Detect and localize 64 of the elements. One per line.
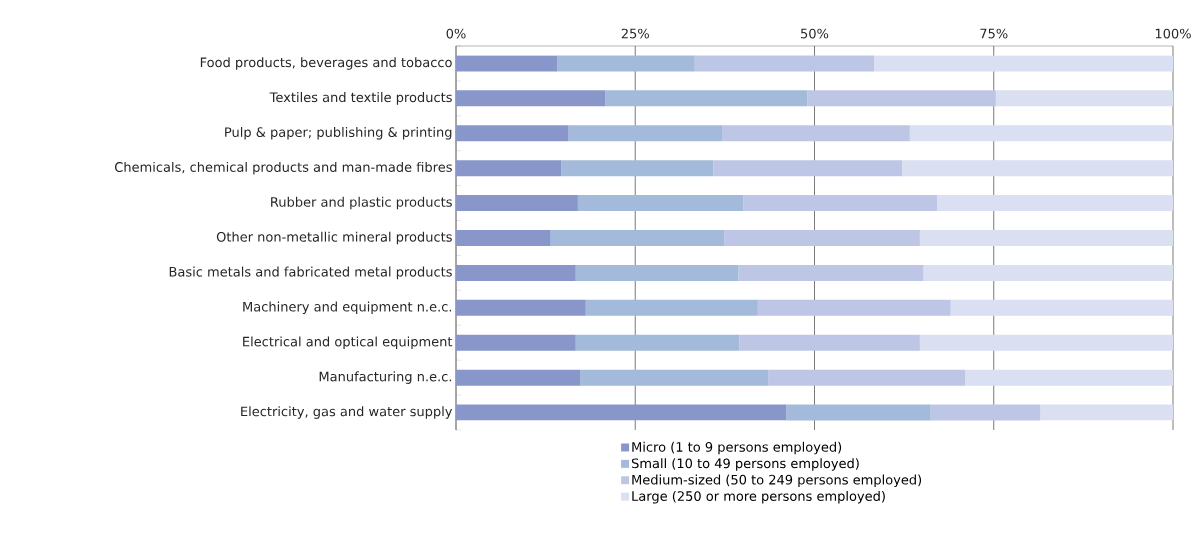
legend-label: Micro (1 to 9 persons employed) <box>632 441 842 455</box>
bar <box>456 229 551 246</box>
y-tick-label: Basic metals and fabricated metal products <box>169 266 452 280</box>
x-tick-label: 75% <box>980 28 1008 39</box>
bar <box>557 55 695 72</box>
bar <box>901 160 1173 177</box>
y-tick-label: Rubber and plastic products <box>271 196 452 210</box>
bar <box>919 229 1173 246</box>
bar <box>724 229 920 246</box>
x-tick-label: 50% <box>801 28 829 39</box>
bar <box>923 264 1173 281</box>
bar <box>456 404 787 421</box>
bar <box>568 125 723 142</box>
bar <box>950 299 1173 316</box>
bar <box>585 299 758 316</box>
bar <box>456 125 569 142</box>
bar <box>575 334 740 351</box>
bar <box>965 369 1173 386</box>
bar <box>713 160 902 177</box>
bar <box>786 404 931 421</box>
bar <box>456 334 576 351</box>
bar <box>995 90 1173 107</box>
bar <box>768 369 966 386</box>
y-tick-label: Electricity, gas and water supply <box>241 406 453 419</box>
bar <box>580 369 769 386</box>
bar <box>456 369 581 386</box>
bar <box>456 55 558 72</box>
bar <box>456 299 586 316</box>
bar <box>937 195 1173 212</box>
bar <box>577 195 744 212</box>
bar <box>909 125 1173 142</box>
y-tick-label: Food products, beverages and tobacco <box>200 57 452 70</box>
bar <box>456 264 576 281</box>
legend-label: Large (250 or more persons employed) <box>632 490 885 504</box>
x-tick-label: 100% <box>1155 28 1191 39</box>
bar <box>874 55 1173 72</box>
y-tick-label: Textiles and textile products <box>269 92 452 105</box>
bar <box>722 125 910 142</box>
bar <box>561 160 714 177</box>
bar <box>456 90 606 107</box>
bar <box>1040 404 1173 421</box>
bar <box>739 334 920 351</box>
bar <box>757 299 951 316</box>
y-tick-label: Other non-metallic mineral products <box>216 231 452 245</box>
bar <box>930 404 1041 421</box>
bar <box>919 334 1173 351</box>
bar <box>743 195 938 212</box>
x-tick-label: 25% <box>621 28 649 39</box>
legend-label: Small (10 to 49 persons employed) <box>631 458 859 471</box>
bar <box>456 160 562 177</box>
y-tick-label: Electrical and optical equipment <box>243 336 453 349</box>
y-tick-label: Machinery and equipment n.e.c. <box>243 301 452 315</box>
bar <box>550 229 725 246</box>
bar <box>738 264 924 281</box>
y-tick-label: Pulp & paper; publishing & printing <box>225 126 452 140</box>
bar <box>807 90 996 107</box>
bar <box>456 195 578 212</box>
bar <box>605 90 808 107</box>
y-tick-label: Chemicals, chemical products and man-made fibres <box>115 161 452 175</box>
legend-label: Medium-sized (50 to 249 persons employed) <box>632 474 922 488</box>
y-tick-label: Manufacturing n.e.c. <box>319 371 452 384</box>
x-tick-label: 0% <box>446 28 466 39</box>
bar <box>575 264 739 281</box>
bar <box>694 55 875 72</box>
